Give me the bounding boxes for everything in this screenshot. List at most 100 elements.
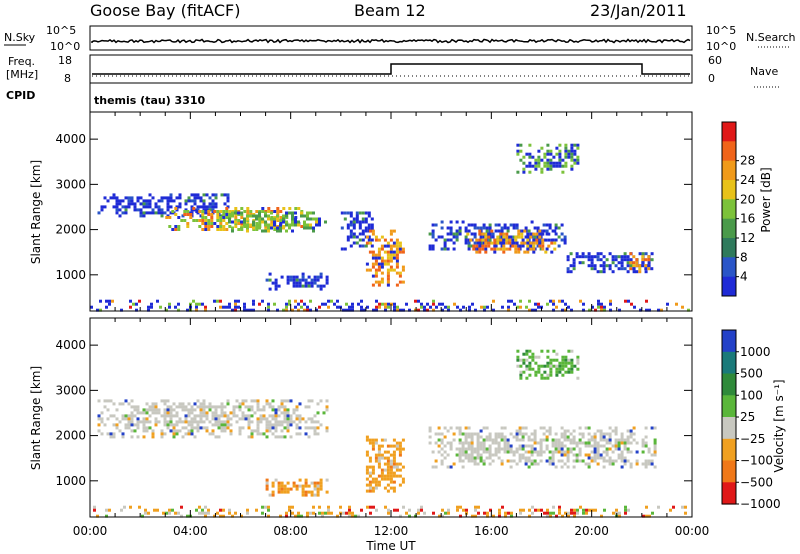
power-echo-cell bbox=[207, 228, 211, 231]
velocity-echo-cell bbox=[253, 411, 257, 415]
velocity-echo-cell bbox=[522, 508, 525, 512]
velocity-echo-cell bbox=[614, 447, 618, 451]
velocity-echo-cell bbox=[620, 459, 624, 463]
power-echo-cell bbox=[346, 211, 350, 215]
colorbar-swatch bbox=[722, 438, 736, 462]
velocity-echo-cell bbox=[374, 486, 378, 490]
power-echo-cell bbox=[507, 305, 510, 309]
velocity-echo-cell bbox=[647, 447, 651, 451]
power-echo-cell bbox=[455, 232, 459, 236]
velocity-echo-cell bbox=[383, 486, 387, 490]
velocity-echo-cell bbox=[545, 459, 549, 463]
power-echo-cell bbox=[355, 235, 359, 239]
power-echo-cell bbox=[532, 247, 536, 251]
velocity-echo-cell bbox=[163, 402, 167, 406]
velocity-echo-cell bbox=[226, 426, 230, 430]
velocity-echo-cell bbox=[163, 417, 167, 421]
velocity-echo-cell bbox=[479, 441, 483, 445]
velocity-echo-cell bbox=[539, 438, 543, 442]
velocity-echo-cell bbox=[374, 453, 378, 457]
power-echo-cell bbox=[184, 202, 188, 206]
velocity-echo-cell bbox=[389, 480, 393, 484]
power-echo-cell bbox=[573, 158, 577, 162]
velocity-echo-cell bbox=[548, 426, 552, 430]
power-echo-cell bbox=[367, 238, 371, 242]
velocity-echo-cell bbox=[238, 405, 242, 409]
power-echo-cell bbox=[511, 238, 515, 242]
velocity-echo-cell bbox=[277, 423, 281, 427]
power-echo-cell bbox=[368, 250, 372, 254]
power-echo-cell bbox=[291, 308, 294, 312]
velocity-echo-cell bbox=[476, 456, 480, 460]
velocity-echo-cell bbox=[380, 453, 384, 457]
power-echo-cell bbox=[434, 238, 438, 242]
velocity-echo-cell bbox=[644, 441, 648, 445]
power-echo-cell bbox=[108, 299, 111, 303]
velocity-echo-cell bbox=[395, 474, 399, 478]
velocity-echo-cell bbox=[461, 441, 465, 445]
power-echo-cell bbox=[261, 217, 264, 221]
velocity-echo-cell bbox=[528, 364, 532, 368]
power-echo-cell bbox=[160, 199, 164, 203]
velocity-echo-cell bbox=[444, 511, 447, 515]
power-echo-cell bbox=[483, 308, 486, 312]
power-echo-cell bbox=[142, 214, 146, 218]
velocity-echo-cell bbox=[360, 508, 363, 512]
velocity-echo-cell bbox=[136, 417, 140, 421]
power-echo-cell bbox=[549, 164, 553, 168]
velocity-echo-cell bbox=[316, 493, 320, 497]
colorbar-tick-label: 24 bbox=[740, 173, 755, 187]
colorbar-swatch bbox=[722, 122, 736, 142]
power-echo-cell bbox=[291, 220, 294, 224]
velocity-echo-cell bbox=[401, 465, 405, 469]
power-echo-cell bbox=[298, 281, 302, 285]
power-echo-cell bbox=[524, 226, 528, 230]
power-echo-cell bbox=[292, 275, 296, 279]
velocity-echo-cell bbox=[193, 402, 197, 406]
power-echo-cell bbox=[115, 196, 119, 200]
velocity-echo-cell bbox=[286, 426, 290, 430]
velocity-echo-cell bbox=[644, 459, 648, 463]
power-echo-cell bbox=[222, 225, 226, 228]
velocity-echo-cell bbox=[488, 444, 492, 448]
power-echo-cell bbox=[541, 247, 545, 251]
velocity-echo-cell bbox=[142, 435, 146, 439]
power-echo-cell bbox=[130, 199, 134, 203]
power-echo-cell bbox=[157, 199, 161, 203]
power-echo-cell bbox=[387, 302, 390, 306]
velocity-echo-cell bbox=[570, 511, 573, 515]
power-echo-cell bbox=[174, 213, 178, 216]
velocity-echo-cell bbox=[476, 444, 480, 448]
power-echo-cell bbox=[493, 247, 497, 251]
velocity-echo-cell bbox=[488, 447, 492, 451]
velocity-echo-cell bbox=[268, 402, 272, 406]
velocity-echo-cell bbox=[491, 459, 495, 463]
velocity-echo-cell bbox=[581, 441, 585, 445]
power-echo-cell bbox=[467, 241, 471, 245]
power-echo-cell bbox=[234, 302, 237, 306]
power-echo-cell bbox=[458, 229, 462, 233]
velocity-echo-cell bbox=[563, 453, 567, 457]
power-echo-cell bbox=[529, 244, 533, 248]
power-echo-cell bbox=[380, 265, 384, 269]
power-echo-cell bbox=[393, 302, 396, 306]
velocity-echo-cell bbox=[470, 438, 474, 442]
velocity-echo-cell bbox=[438, 514, 441, 518]
velocity-echo-cell bbox=[458, 456, 462, 460]
velocity-echo-cell bbox=[365, 453, 369, 457]
velocity-echo-cell bbox=[624, 508, 627, 512]
velocity-echo-cell bbox=[563, 450, 567, 454]
velocity-echo-cell bbox=[543, 364, 547, 368]
velocity-echo-cell bbox=[471, 514, 474, 518]
velocity-echo-cell bbox=[611, 462, 615, 466]
power-echo-cell bbox=[666, 302, 669, 306]
velocity-echo-cell bbox=[470, 441, 474, 445]
velocity-echo-cell bbox=[521, 444, 525, 448]
power-echo-cell bbox=[521, 244, 525, 248]
power-echo-cell bbox=[371, 229, 375, 233]
power-echo-cell bbox=[276, 229, 279, 233]
power-echo-cell bbox=[207, 213, 211, 216]
power-echo-cell bbox=[499, 232, 503, 236]
velocity-echo-cell bbox=[256, 417, 260, 421]
velocity-echo-cell bbox=[519, 358, 523, 362]
